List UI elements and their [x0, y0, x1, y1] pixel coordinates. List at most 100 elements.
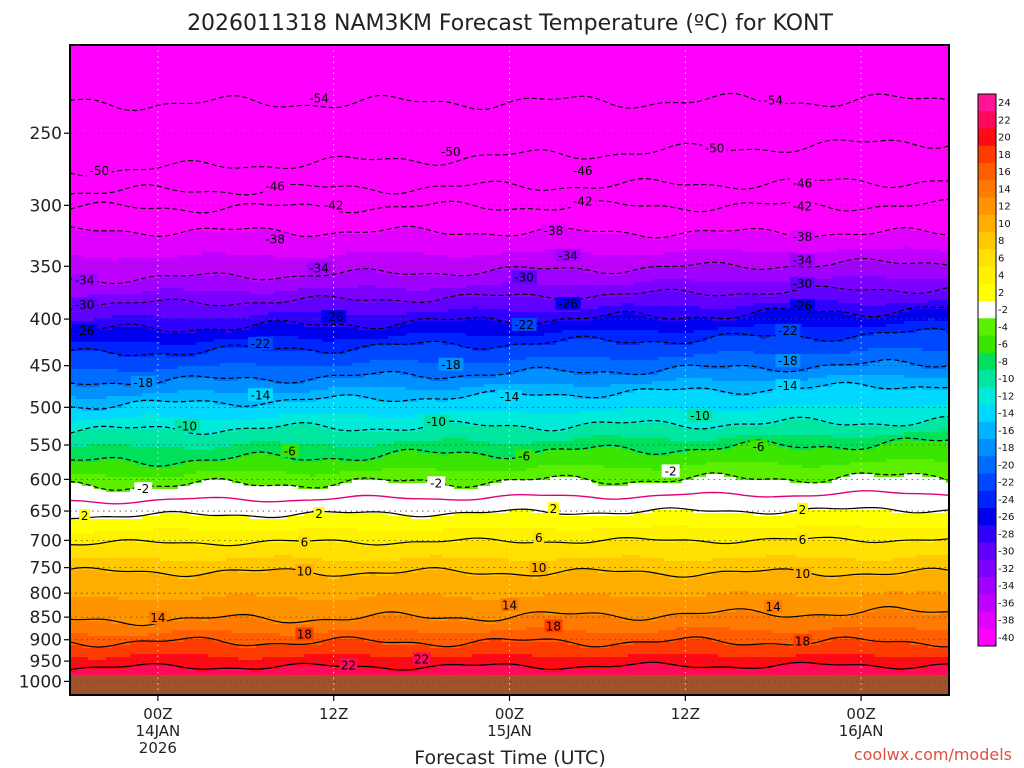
fill-cell [430, 276, 437, 289]
fill-cell [280, 471, 287, 487]
fill-cell [622, 408, 629, 424]
fill-cell [844, 354, 851, 367]
fill-cell [916, 570, 923, 592]
fill-cell [430, 453, 437, 469]
fill-cell [280, 666, 287, 679]
fill-cell [544, 432, 551, 442]
fill-cell [340, 621, 347, 631]
fill-cell [244, 393, 251, 409]
fill-cell [730, 513, 737, 529]
fill-cell [484, 426, 491, 442]
fill-cell [292, 351, 299, 367]
fill-cell [364, 414, 371, 433]
fill-cell [70, 396, 77, 409]
fill-cell [292, 666, 299, 676]
fill-cell [526, 357, 533, 370]
fill-cell [286, 474, 293, 487]
fill-cell [688, 669, 695, 679]
fill-cell [340, 447, 347, 463]
fill-cell [532, 468, 539, 481]
fill-cell [598, 528, 605, 544]
fill-cell [808, 312, 815, 328]
fill-cell [364, 303, 371, 316]
fill-cell [778, 666, 785, 676]
fill-cell [862, 336, 869, 352]
fill-cell [664, 510, 671, 526]
isotherm-label-text: -18 [778, 354, 798, 368]
fill-cell [748, 282, 755, 295]
fill-cell [118, 372, 125, 385]
fill-cell [460, 333, 467, 349]
fill-cell [622, 393, 629, 409]
fill-cell [496, 375, 503, 385]
fill-cell [142, 315, 149, 328]
fill-cell [292, 324, 299, 337]
fill-cell [580, 465, 587, 481]
fill-cell [568, 270, 575, 286]
fill-cell [628, 297, 635, 304]
fill-cell [520, 252, 527, 271]
fill-cell [604, 447, 611, 469]
isotherm-label-text: -26 [793, 299, 813, 313]
fill-cell [886, 231, 893, 250]
fill-cell [562, 642, 569, 658]
fill-cell [796, 390, 803, 406]
fill-cell [910, 309, 917, 322]
fill-cell [556, 558, 563, 574]
fill-cell [820, 630, 827, 643]
fill-cell [208, 378, 215, 391]
fill-cell [436, 234, 443, 256]
fill-cell [490, 540, 497, 559]
fill-cell [454, 423, 461, 439]
fill-cell [874, 348, 881, 364]
fill-cell [166, 543, 173, 562]
fill-cell [136, 396, 143, 403]
fill-cell [88, 660, 95, 670]
fill-cell [574, 330, 581, 340]
fill-cell [520, 543, 527, 562]
fill-cell [670, 615, 677, 631]
fill-cell [598, 486, 605, 517]
fill-cell [802, 381, 809, 391]
fill-cell [874, 426, 881, 436]
fill-cell [766, 540, 773, 556]
fill-cell [592, 516, 599, 529]
fill-cell [244, 660, 251, 670]
isotherm-label-text: 2 [550, 502, 558, 516]
isotherm-label: 2 [79, 508, 91, 523]
fill-cell [676, 615, 683, 628]
fill-cell [520, 459, 527, 472]
fill-cell [178, 642, 185, 655]
fill-cell [730, 558, 737, 574]
isotherm-label-bg [790, 199, 815, 213]
fill-cell [268, 366, 275, 382]
fill-cell [130, 477, 137, 490]
fill-cell [502, 336, 509, 349]
fill-cell [424, 645, 431, 658]
fill-cell [898, 426, 905, 436]
fill-cell [238, 363, 245, 379]
fill-cell [892, 279, 899, 292]
fill-cell [460, 633, 467, 646]
fill-cell [946, 300, 949, 310]
fill-cell [382, 330, 389, 340]
fill-cell [370, 252, 377, 271]
fill-cell [430, 657, 437, 670]
fill-cell [670, 453, 677, 469]
isotherm-label: 10 [529, 561, 548, 575]
fill-cell [418, 390, 425, 400]
fill-cell [694, 450, 701, 466]
fill-cell [508, 282, 515, 298]
fill-cell [508, 642, 515, 655]
fill-cell [382, 339, 389, 346]
fill-cell [610, 435, 617, 448]
x-axis-label: Forecast Time (UTC) [414, 747, 605, 768]
fill-cell [298, 636, 305, 646]
fill-cell [442, 381, 449, 391]
fill-cell [364, 375, 371, 388]
fill-cell [748, 351, 755, 370]
fill-cell [436, 453, 443, 472]
fill-cell [808, 654, 815, 664]
fill-cell [580, 231, 587, 253]
fill-cell [874, 333, 881, 349]
